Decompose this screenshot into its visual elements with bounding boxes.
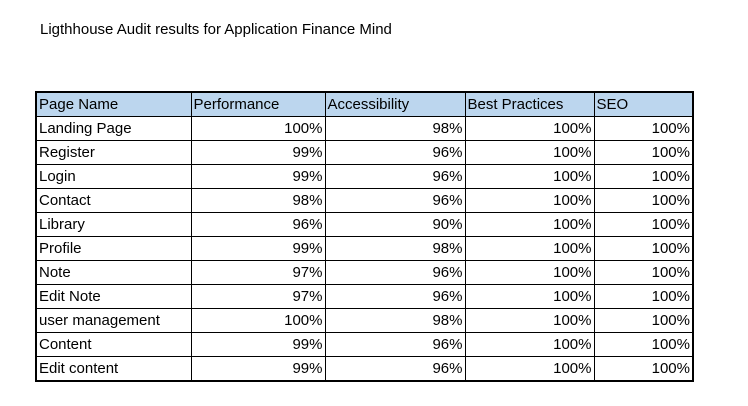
column-header-performance: Performance [190,91,326,117]
cell-seo: 100% [593,332,694,357]
table-row: Login 99% 96% 100% 100% [35,164,694,189]
cell-accessibility: 96% [324,332,466,357]
cell-performance: 100% [190,116,326,141]
cell-accessibility: 96% [324,140,466,165]
cell-accessibility: 96% [324,164,466,189]
cell-performance: 100% [190,308,326,333]
cell-accessibility: 96% [324,188,466,213]
cell-performance: 99% [190,356,326,382]
column-header-page-name: Page Name [35,91,192,117]
cell-best-practices: 100% [464,332,595,357]
cell-page-name: Content [35,332,192,357]
cell-seo: 100% [593,164,694,189]
cell-page-name: Edit content [35,356,192,382]
cell-accessibility: 90% [324,212,466,237]
cell-seo: 100% [593,188,694,213]
cell-best-practices: 100% [464,260,595,285]
table-row: Note 97% 96% 100% 100% [35,260,694,285]
cell-best-practices: 100% [464,236,595,261]
column-header-best-practices: Best Practices [464,91,595,117]
cell-performance: 99% [190,164,326,189]
cell-page-name: Edit Note [35,284,192,309]
cell-page-name: Profile [35,236,192,261]
cell-page-name: Login [35,164,192,189]
page-title: Ligthhouse Audit results for Application… [40,21,392,38]
cell-seo: 100% [593,356,694,382]
cell-accessibility: 96% [324,284,466,309]
column-header-seo: SEO [593,91,694,117]
table-row: Edit content 99% 96% 100% 100% [35,356,694,382]
cell-performance: 97% [190,260,326,285]
cell-best-practices: 100% [464,284,595,309]
cell-performance: 97% [190,284,326,309]
cell-accessibility: 96% [324,356,466,382]
cell-page-name: Contact [35,188,192,213]
cell-performance: 99% [190,140,326,165]
cell-best-practices: 100% [464,116,595,141]
table-row: user management 100% 98% 100% 100% [35,308,694,333]
table-row: Contact 98% 96% 100% 100% [35,188,694,213]
cell-seo: 100% [593,140,694,165]
cell-performance: 99% [190,236,326,261]
cell-performance: 98% [190,188,326,213]
table-row: Profile 99% 98% 100% 100% [35,236,694,261]
cell-best-practices: 100% [464,164,595,189]
cell-performance: 96% [190,212,326,237]
cell-accessibility: 96% [324,260,466,285]
table-row: Content 99% 96% 100% 100% [35,332,694,357]
cell-accessibility: 98% [324,116,466,141]
cell-seo: 100% [593,260,694,285]
cell-seo: 100% [593,236,694,261]
cell-seo: 100% [593,308,694,333]
audit-results-table: Page Name Performance Accessibility Best… [35,91,694,382]
cell-page-name: user management [35,308,192,333]
cell-best-practices: 100% [464,140,595,165]
cell-seo: 100% [593,116,694,141]
cell-page-name: Landing Page [35,116,192,141]
header-row: Page Name Performance Accessibility Best… [35,91,694,117]
cell-best-practices: 100% [464,188,595,213]
cell-best-practices: 100% [464,356,595,382]
cell-seo: 100% [593,284,694,309]
cell-accessibility: 98% [324,308,466,333]
table-row: Edit Note 97% 96% 100% 100% [35,284,694,309]
cell-page-name: Library [35,212,192,237]
cell-best-practices: 100% [464,212,595,237]
cell-accessibility: 98% [324,236,466,261]
table-body: Landing Page 100% 98% 100% 100% Register 99% 96… [35,116,694,382]
column-header-accessibility: Accessibility [324,91,466,117]
cell-page-name: Register [35,140,192,165]
table-row: Library 96% 90% 100% 100% [35,212,694,237]
cell-best-practices: 100% [464,308,595,333]
table-row: Landing Page 100% 98% 100% 100% [35,116,694,141]
cell-seo: 100% [593,212,694,237]
cell-performance: 99% [190,332,326,357]
table-row: Register 99% 96% 100% 100% [35,140,694,165]
cell-page-name: Note [35,260,192,285]
